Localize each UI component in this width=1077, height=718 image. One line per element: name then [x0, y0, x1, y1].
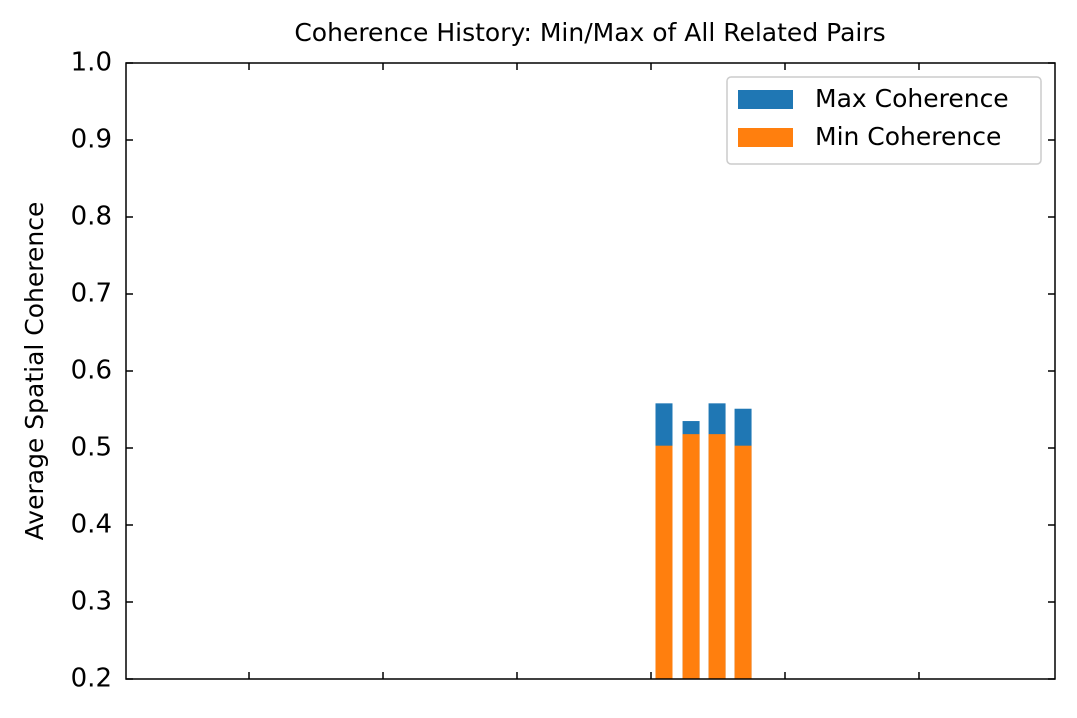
legend-label: Max Coherence: [815, 84, 1009, 113]
bar: [708, 434, 726, 679]
legend: Max Coherence Min Coherence: [726, 76, 1042, 165]
plot-frame: [125, 62, 1056, 680]
y-tick-label: 0.6: [71, 356, 112, 386]
y-tick-label: 0.4: [71, 510, 112, 540]
bar: [682, 434, 700, 679]
y-axis-label: Average Spatial Coherence: [20, 202, 49, 541]
y-tick-label: 1.0: [71, 48, 112, 78]
y-tick-label: 0.2: [71, 664, 112, 694]
bar: [734, 445, 752, 679]
legend-swatch: [738, 128, 793, 147]
legend-box: [726, 76, 1042, 165]
legend-swatch: [738, 90, 793, 109]
legend-label: Min Coherence: [815, 122, 1001, 151]
y-tick-label: 0.8: [71, 202, 112, 232]
y-tick-label: 0.9: [71, 125, 112, 155]
y-tick-label: 0.3: [71, 587, 112, 617]
y-tick-label: 0.5: [71, 433, 112, 463]
chart-title: Coherence History: Min/Max of All Relate…: [294, 18, 885, 47]
bar: [655, 445, 673, 679]
y-tick-label: 0.7: [71, 279, 112, 309]
